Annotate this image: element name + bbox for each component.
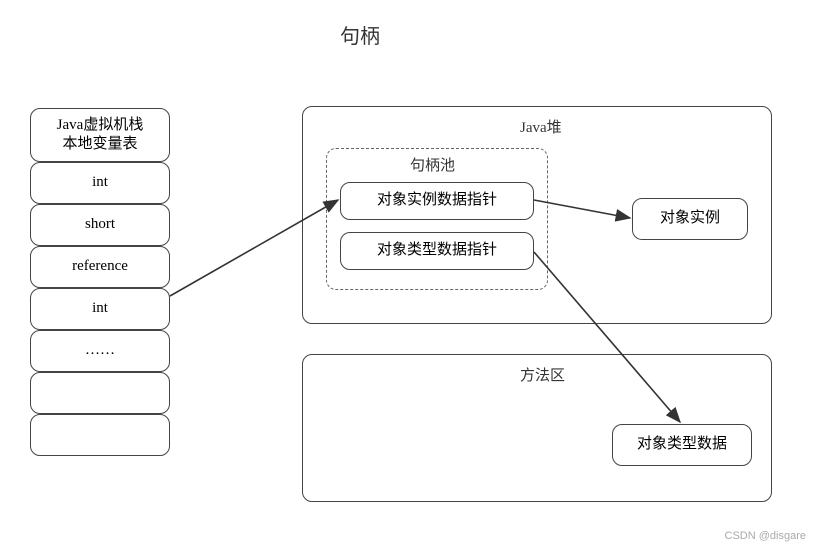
type-data-pointer: 对象类型数据指针 (340, 232, 534, 270)
instance-data-pointer: 对象实例数据指针 (340, 182, 534, 220)
stack-row: short (30, 204, 170, 246)
stack-header: Java虚拟机栈 本地变量表 (30, 108, 170, 162)
object-type-data: 对象类型数据 (612, 424, 752, 466)
stack-row: …… (30, 330, 170, 372)
diagram-title: 句柄 (340, 20, 380, 49)
stack-row-reference: reference (30, 246, 170, 288)
stack-row: int (30, 288, 170, 330)
handle-pool-label: 句柄池 (410, 154, 455, 175)
object-instance: 对象实例 (632, 198, 748, 240)
stack-row (30, 414, 170, 456)
stack-row (30, 372, 170, 414)
stack-row: int (30, 162, 170, 204)
watermark: CSDN @disgare (725, 530, 806, 542)
heap-label: Java堆 (520, 116, 562, 137)
method-area-label: 方法区 (520, 364, 565, 385)
